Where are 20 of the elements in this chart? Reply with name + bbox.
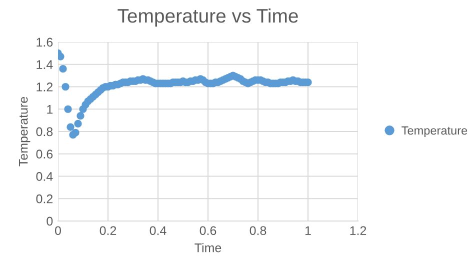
x-tick-label: 0.2: [100, 226, 116, 236]
y-tick-label: 0.6: [36, 150, 53, 159]
y-tick-label: 0.4: [36, 172, 53, 181]
y-tick-label: 1: [47, 105, 53, 114]
x-axis-title: Time: [194, 243, 222, 252]
x-tick-label: 0.6: [200, 226, 216, 236]
x-tick-label: 0: [55, 226, 61, 236]
y-tick-label: 1.4: [36, 60, 53, 69]
y-tick-label: 0: [46, 216, 53, 226]
y-tick-label: 0.2: [36, 194, 53, 204]
x-tick-label: 0.4: [150, 226, 166, 236]
y-tick-label: 1.6: [36, 38, 53, 47]
y-tick-label: 0.8: [36, 127, 53, 136]
y-tick-label: 1.2: [36, 82, 53, 92]
legend-label: Temperature: [402, 126, 468, 137]
y-axis-title: Temperature: [19, 96, 30, 166]
x-tick-label: 1.2: [350, 226, 366, 235]
x-tick-label: 0.8: [250, 226, 266, 236]
x-tick-label: 1: [305, 226, 311, 235]
chart-title: Temperature vs Time: [118, 8, 298, 27]
